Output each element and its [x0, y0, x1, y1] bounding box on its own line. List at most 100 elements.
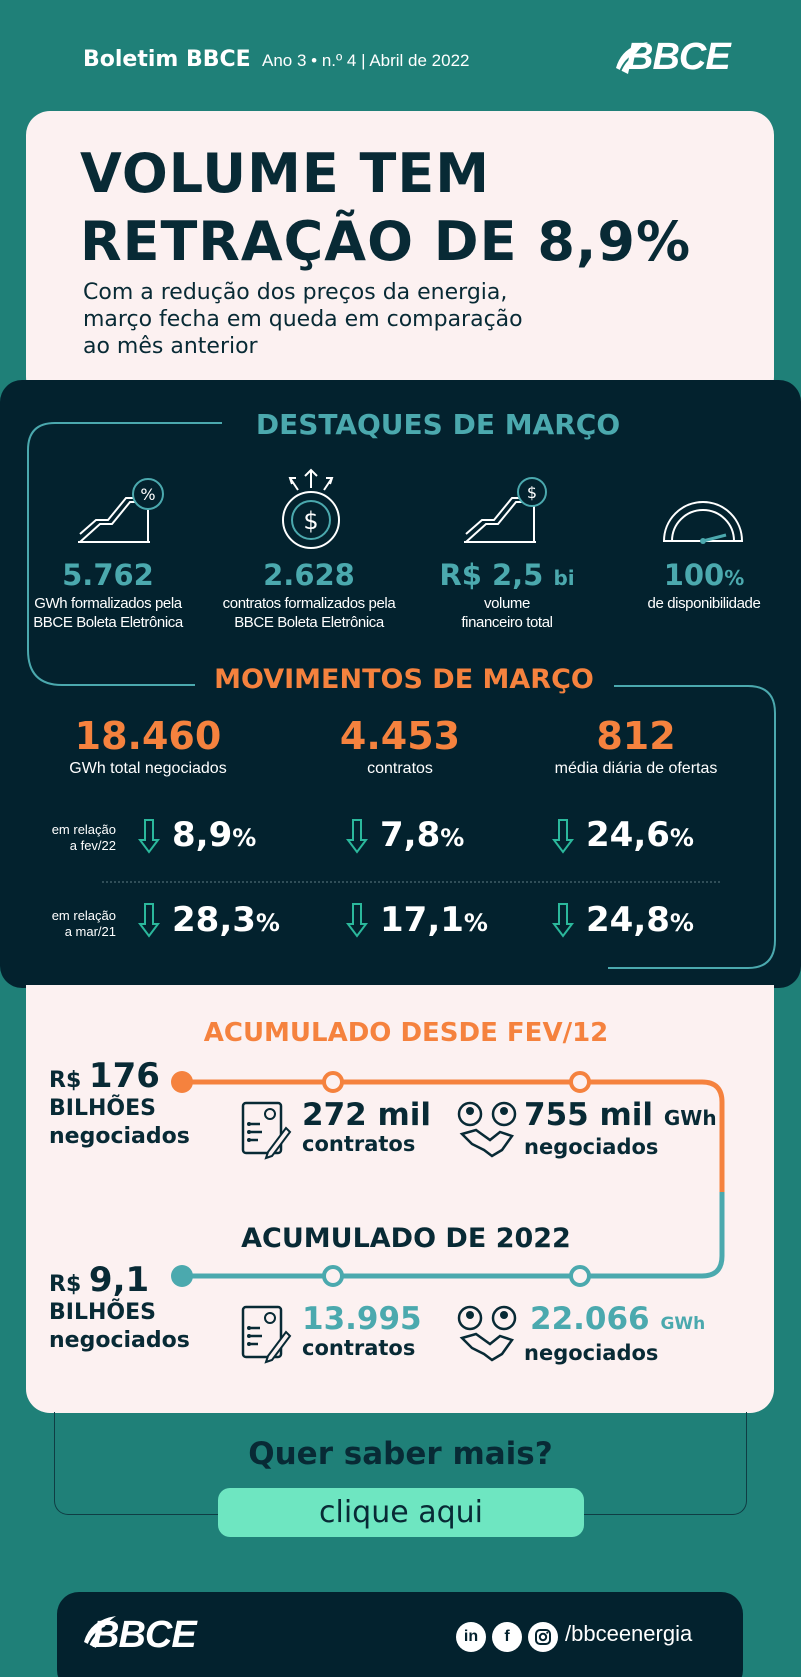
mov-gwh-total: 18.460 GWh total negociados	[50, 714, 246, 778]
bulletin-title: Boletim BBCE	[83, 47, 251, 72]
kpi-value: 100	[663, 558, 725, 592]
kpi-label-line-1: GWh formalizados pela	[34, 595, 182, 612]
mov-label: GWh total negociados	[69, 760, 227, 777]
acc-label: negociados	[49, 1124, 190, 1149]
acc-gwh-label: negociados	[524, 1341, 659, 1365]
chart-dollar-icon: $	[464, 477, 547, 543]
subhead-line-1: Com a redução dos preços da energia,	[83, 280, 508, 305]
bbce-logo[interactable]: BBCE	[612, 36, 742, 80]
acc-unit: BILHÕES	[49, 1096, 156, 1121]
comparison-label-line-1: em relação	[51, 822, 116, 837]
pct-value: 7,8	[380, 815, 441, 855]
mov-contracts: 4.453 contratos	[310, 714, 490, 778]
cta-question: Quer saber mais?	[248, 1436, 553, 1472]
acc-gwh-value: 755 mil	[524, 1097, 654, 1133]
acc-total-contracts: 272 mil contratos	[302, 1098, 431, 1156]
pct-sign: %	[232, 824, 257, 852]
dollar-coin-icon: $	[282, 468, 340, 549]
acc-gwh-value: 22.066	[530, 1301, 650, 1337]
acc-contracts-label: contratos	[302, 1132, 416, 1156]
mov-value: 18.460	[74, 714, 222, 758]
kpi-label-line-2: BBCE Boleta Eletrônica	[33, 614, 183, 631]
gauge-icon	[662, 501, 744, 544]
footer	[57, 1592, 743, 1677]
change-offers-fev22: 24,6%	[586, 815, 694, 855]
kpi-contracts-formalized: 2.628 contratos formalizados pela BBCE Bo…	[214, 558, 404, 632]
kpi-label-line-1: volume	[484, 595, 530, 612]
acc-contracts-label: contratos	[302, 1336, 416, 1360]
arrow-down-icon	[346, 903, 368, 938]
click-here-button[interactable]: clique aqui	[218, 1488, 584, 1537]
svg-text:$: $	[303, 507, 318, 535]
pct-sign: %	[669, 824, 694, 852]
footer-bbce-logo[interactable]: BBCE	[80, 1600, 220, 1660]
movements-title: MOVIMENTOS DE MARÇO	[214, 664, 594, 695]
contract-document-icon	[241, 1101, 292, 1160]
acc-2022-financial: R$ 9,1 BILHÕES negociados	[49, 1263, 190, 1355]
arrow-down-icon	[552, 819, 574, 854]
acc-total-gwh: 755 mil GWh negociados	[524, 1098, 717, 1159]
acc-gwh-unit: GWh	[663, 1106, 717, 1130]
accumulated-card	[26, 985, 774, 1413]
acc-value: 176	[88, 1056, 160, 1096]
acc-contracts-value: 272 mil	[302, 1097, 432, 1133]
acc-gwh-label: negociados	[524, 1135, 659, 1159]
mov-label: contratos	[367, 760, 433, 777]
hero-card	[26, 111, 774, 401]
logo-text: BBCE	[626, 36, 731, 78]
acc-gwh-unit: GWh	[660, 1314, 706, 1334]
handshake-icon	[457, 1101, 517, 1158]
acc-2022-gwh: 22.066 GWh negociados	[524, 1301, 706, 1365]
kpi-financial-volume: R$ 2,5 bi volume financeiro total	[430, 558, 584, 632]
kpi-unit: %	[724, 566, 745, 590]
comparison-label-fev22: em relação a fev/22	[30, 822, 116, 854]
svg-text:%: %	[140, 485, 155, 504]
comparison-label-line-1: em relação	[51, 908, 116, 923]
linkedin-icon[interactable]: in	[456, 1622, 486, 1652]
kpi-label-line-1: contratos formalizados pela	[222, 595, 396, 612]
acc-value: 9,1	[88, 1260, 150, 1300]
kpi-label-line-1: de disponibilidade	[647, 595, 761, 612]
facebook-icon[interactable]: f	[492, 1622, 522, 1652]
logo-swoosh-icon	[616, 42, 648, 74]
acc-2022-contracts: 13.995 contratos	[302, 1302, 422, 1360]
mov-value: 812	[596, 714, 676, 758]
headline-line-1: VOLUME TEM	[80, 142, 490, 205]
instagram-icon[interactable]	[528, 1622, 558, 1652]
panel-frame-lines	[27, 422, 776, 969]
highlights-title: DESTAQUES DE MARÇO	[255, 408, 621, 441]
headline-line-2: RETRAÇÃO DE 8,9%	[80, 210, 692, 273]
subhead-line-2: março fecha em queda em comparação	[83, 307, 523, 332]
comparison-label-mar21: em relação a mar/21	[30, 908, 116, 940]
headline: VOLUME TEM RETRAÇÃO DE 8,9%	[80, 140, 720, 276]
pct-value: 8,9	[172, 815, 233, 855]
arrow-down-icon	[346, 819, 368, 854]
change-offers-mar21: 24,8%	[586, 900, 694, 940]
mov-value: 4.453	[339, 714, 461, 758]
bulletin-edition: Ano 3 • n.º 4 | Abril de 2022	[262, 51, 470, 70]
pct-value: 17,1	[380, 900, 464, 940]
change-contracts-fev22: 7,8%	[380, 815, 464, 855]
kpi-value: R$ 2,5	[439, 558, 544, 592]
kpi-gwh-formalized: 5.762 GWh formalizados pela BBCE Boleta E…	[30, 558, 186, 632]
instagram-glyph	[535, 1629, 551, 1645]
logo-text: BBCE	[92, 1614, 197, 1656]
currency-prefix: R$	[49, 1068, 82, 1093]
handshake-icon	[457, 1305, 517, 1362]
kpi-label-line-2: BBCE Boleta Eletrônica	[234, 614, 384, 631]
acc-contracts-value: 13.995	[302, 1301, 422, 1337]
mov-label: média diária de ofertas	[554, 760, 718, 777]
kpi-label-line-2: financeiro total	[461, 614, 553, 631]
acc-label: negociados	[49, 1328, 190, 1353]
subhead-line-3: ao mês anterior	[83, 334, 258, 359]
mov-daily-offers: 812 média diária de ofertas	[536, 714, 736, 778]
social-handle[interactable]: /bbceenergia	[565, 1621, 693, 1646]
subheadline: Com a redução dos preços da energia, mar…	[83, 279, 603, 360]
pct-sign: %	[669, 909, 694, 937]
arrow-down-icon	[552, 903, 574, 938]
acc-total-financial: R$ 176 BILHÕES negociados	[49, 1059, 190, 1151]
svg-text:$: $	[527, 483, 537, 502]
pct-sign: %	[463, 909, 488, 937]
pct-value: 24,8	[586, 900, 670, 940]
kpi-unit: bi	[553, 566, 575, 590]
